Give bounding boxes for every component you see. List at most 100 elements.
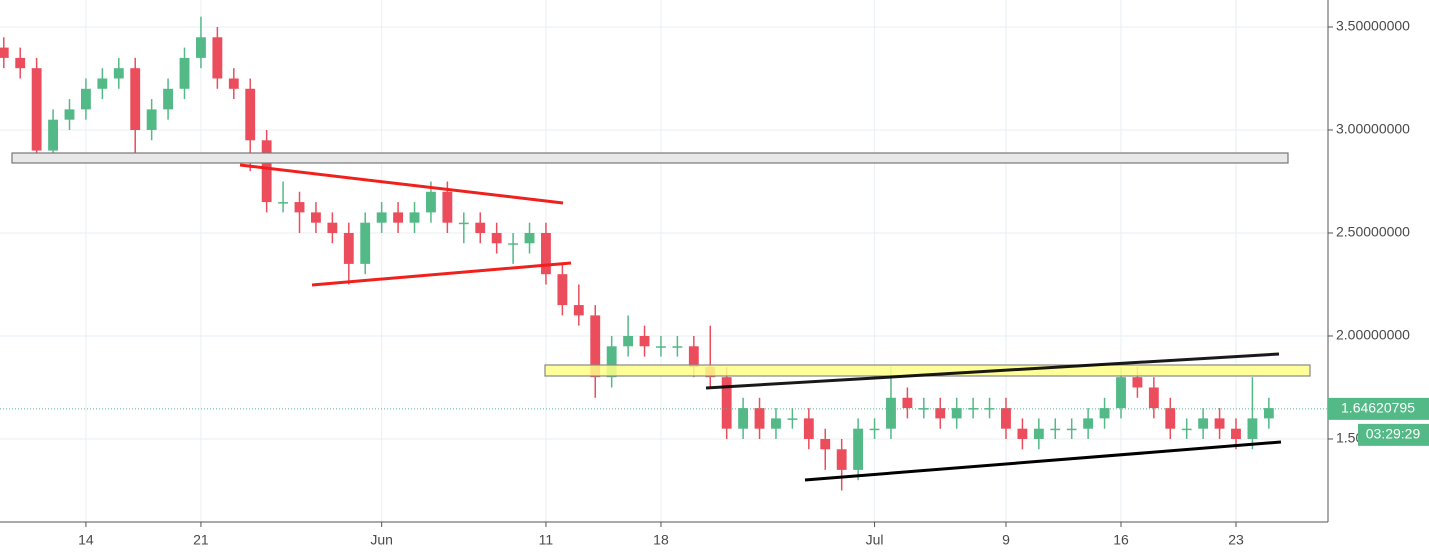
trend-line <box>804 440 1282 482</box>
candle-body <box>1033 428 1044 439</box>
candle-body <box>245 88 256 141</box>
candle-body <box>442 191 453 223</box>
candle-body <box>573 305 584 316</box>
x-tick-label: 18 <box>653 532 669 548</box>
candle-body <box>721 377 732 429</box>
candle-body <box>1148 387 1159 409</box>
candle-body <box>196 37 206 58</box>
x-tick-label: 16 <box>1113 532 1129 548</box>
candle-body <box>113 68 124 79</box>
candle-body <box>311 212 321 223</box>
candles <box>0 16 1328 491</box>
candle-body <box>771 418 781 429</box>
candle-body <box>376 212 387 223</box>
trend-line <box>239 163 564 205</box>
candle-body <box>146 109 157 130</box>
candle-body <box>590 315 601 378</box>
candle-body <box>918 408 929 410</box>
x-tick-label: 14 <box>78 532 94 548</box>
candle-body <box>0 47 9 58</box>
candle-body <box>1214 418 1225 429</box>
candle-body <box>853 428 864 470</box>
candle-body <box>228 78 239 89</box>
candle-body <box>130 68 141 130</box>
countdown-label: 03:29:29 <box>1366 426 1421 442</box>
candle-body <box>803 418 814 439</box>
candle-body <box>623 335 634 347</box>
candle-body <box>409 212 420 223</box>
x-tick-label: Jul <box>866 532 884 548</box>
candle-body <box>212 37 223 79</box>
candle-body <box>261 140 272 203</box>
y-tick-label: 2.50000000 <box>1336 224 1410 240</box>
candle-body <box>31 68 42 151</box>
candle-body <box>1198 418 1209 429</box>
x-tick-label: 9 <box>1002 532 1010 548</box>
candle-body <box>426 191 436 213</box>
candle-body <box>1231 428 1241 439</box>
candle-body <box>343 232 354 264</box>
candle-body <box>639 335 650 347</box>
candle-body <box>836 449 847 470</box>
candle-body <box>754 408 765 429</box>
candle-body <box>672 346 683 348</box>
candle-body <box>1083 418 1094 429</box>
candle-body <box>1247 418 1258 439</box>
candle-body <box>48 119 58 151</box>
candle-body <box>163 88 174 110</box>
x-tick-label: Jun <box>370 532 393 548</box>
candle-body <box>278 202 289 204</box>
candle-body <box>458 222 469 225</box>
candle-body <box>1116 377 1126 409</box>
candle-body <box>393 212 404 223</box>
price-tag <box>1328 397 1429 420</box>
candle-body <box>1066 428 1077 431</box>
candle-body <box>951 408 962 419</box>
candle-body <box>360 222 371 264</box>
x-tick-label: 21 <box>193 532 209 548</box>
candle-body <box>97 78 108 89</box>
candle-body <box>557 274 568 306</box>
price-tag-label: 1.64620795 <box>1341 400 1415 416</box>
candle-body <box>80 88 91 110</box>
candle-body <box>475 222 486 233</box>
grid <box>0 0 1328 522</box>
trend-line <box>311 261 572 287</box>
trend-line <box>705 352 1280 390</box>
candle-body <box>738 408 749 429</box>
candle-body <box>968 408 979 410</box>
candle-body <box>1017 428 1028 439</box>
candle-body <box>524 232 535 244</box>
drawings <box>11 152 1311 482</box>
candle-body <box>886 397 896 429</box>
candle-body <box>1165 408 1176 429</box>
candle-body <box>1050 428 1061 431</box>
candle-body <box>327 222 338 233</box>
countdown-tag <box>1358 423 1429 446</box>
x-tick-label: 23 <box>1228 532 1244 548</box>
y-tick-label: 3.50000000 <box>1336 18 1410 34</box>
candle-body <box>606 346 617 378</box>
zone-grey <box>11 152 1289 164</box>
x-tick-label: 11 <box>539 532 554 548</box>
candle-body <box>688 346 699 367</box>
candle-body <box>294 202 305 213</box>
candle-body <box>179 57 190 89</box>
axis-labels: 1.500000002.000000002.500000003.00000000… <box>78 18 1429 548</box>
candle-body <box>656 346 666 348</box>
candle-body <box>491 232 502 244</box>
candle-body <box>935 408 946 419</box>
candle-body <box>508 243 519 245</box>
candle-body <box>64 109 75 120</box>
candle-body <box>1099 408 1110 419</box>
candle-body <box>15 57 26 69</box>
candle-body <box>541 232 551 275</box>
y-tick-label: 3.00000000 <box>1336 121 1410 137</box>
candle-body <box>984 408 995 410</box>
candle-body <box>1181 428 1192 431</box>
candle-body <box>820 438 831 450</box>
y-tick-label: 2.00000000 <box>1336 327 1410 343</box>
candle-body <box>1263 408 1274 419</box>
candle-body <box>902 397 913 409</box>
